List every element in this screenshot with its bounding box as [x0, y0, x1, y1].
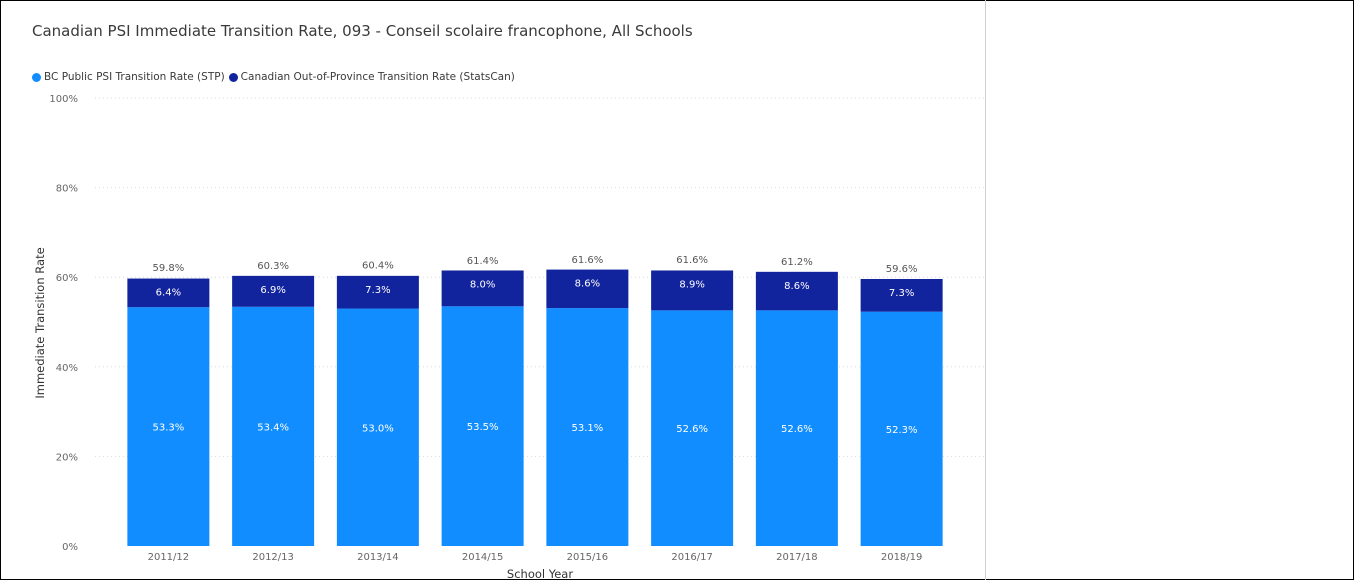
bar-stp[interactable] — [546, 308, 629, 546]
legend-label: Canadian Out-of-Province Transition Rate… — [240, 71, 515, 83]
y-tick-label: 40% — [56, 363, 78, 374]
panel-divider — [985, 0, 986, 580]
x-tick-label: 2015/16 — [567, 552, 609, 563]
bar-statscan[interactable] — [546, 269, 629, 309]
bar-statscan[interactable] — [127, 278, 210, 308]
x-tick-label: 2016/17 — [671, 552, 713, 563]
data-label: 7.3% — [365, 285, 390, 296]
legend-marker-icon — [228, 72, 238, 82]
total-label: 61.4% — [467, 256, 499, 267]
total-label: 60.4% — [362, 260, 394, 271]
x-tick-label: 2017/18 — [776, 552, 818, 563]
data-label: 8.0% — [470, 279, 495, 290]
legend-marker-icon — [32, 72, 41, 82]
data-label: 53.1% — [571, 423, 603, 434]
data-label: 52.6% — [781, 424, 813, 435]
bar-statscan[interactable] — [755, 271, 838, 311]
legend-item-statscan[interactable]: Canadian Out-of-Province Transition Rate… — [228, 71, 515, 83]
total-label: 59.6% — [886, 264, 918, 275]
bar-stp[interactable] — [651, 310, 734, 546]
y-axis-title: Immediate Transition Rate — [33, 247, 47, 398]
bar-statscan[interactable] — [336, 275, 419, 309]
x-tick-label: 2014/15 — [462, 552, 504, 563]
x-tick-label: 2018/19 — [881, 552, 923, 563]
x-tick-label: 2011/12 — [148, 552, 190, 563]
data-label: 52.6% — [676, 424, 708, 435]
y-tick-label: 0% — [62, 542, 78, 553]
bar-statscan[interactable] — [441, 270, 524, 307]
bar-statscan[interactable] — [232, 275, 315, 307]
total-label: 60.3% — [257, 261, 289, 272]
bar-stp[interactable] — [441, 306, 524, 546]
data-label: 53.0% — [362, 423, 394, 434]
y-tick-label: 100% — [49, 94, 78, 105]
y-tick-label: 60% — [56, 273, 78, 284]
x-tick-label: 2012/13 — [252, 552, 294, 563]
bar-stp[interactable] — [232, 306, 315, 546]
chart-legend: BC Public PSI Transition Rate (STP) Cana… — [32, 71, 519, 83]
y-tick-label: 20% — [56, 452, 78, 463]
data-label: 8.6% — [784, 281, 809, 292]
legend-label: BC Public PSI Transition Rate (STP) — [44, 71, 225, 83]
total-label: 59.8% — [152, 263, 184, 274]
data-label: 53.3% — [152, 423, 184, 434]
total-label: 61.6% — [571, 255, 603, 266]
bar-stp[interactable] — [755, 310, 838, 546]
data-label: 7.3% — [889, 288, 914, 299]
total-label: 61.6% — [676, 255, 708, 266]
bar-stp[interactable] — [127, 307, 210, 546]
bar-statscan[interactable] — [651, 270, 734, 311]
data-label: 53.4% — [257, 422, 289, 433]
data-label: 52.3% — [886, 425, 918, 436]
legend-item-stp[interactable]: BC Public PSI Transition Rate (STP) — [32, 71, 225, 83]
bar-stp[interactable] — [336, 308, 419, 546]
bar-statscan[interactable] — [860, 278, 943, 312]
data-label: 8.9% — [679, 279, 704, 290]
x-tick-label: 2013/14 — [357, 552, 399, 563]
total-label: 61.2% — [781, 257, 813, 268]
chart-title: Canadian PSI Immediate Transition Rate, … — [32, 22, 693, 40]
y-tick-label: 80% — [56, 184, 78, 195]
x-axis-title: School Year — [507, 567, 573, 580]
data-label: 6.9% — [260, 285, 285, 296]
data-label: 6.4% — [156, 288, 181, 299]
data-label: 8.6% — [575, 279, 600, 290]
data-label: 53.5% — [467, 422, 499, 433]
bar-stp[interactable] — [860, 311, 943, 546]
